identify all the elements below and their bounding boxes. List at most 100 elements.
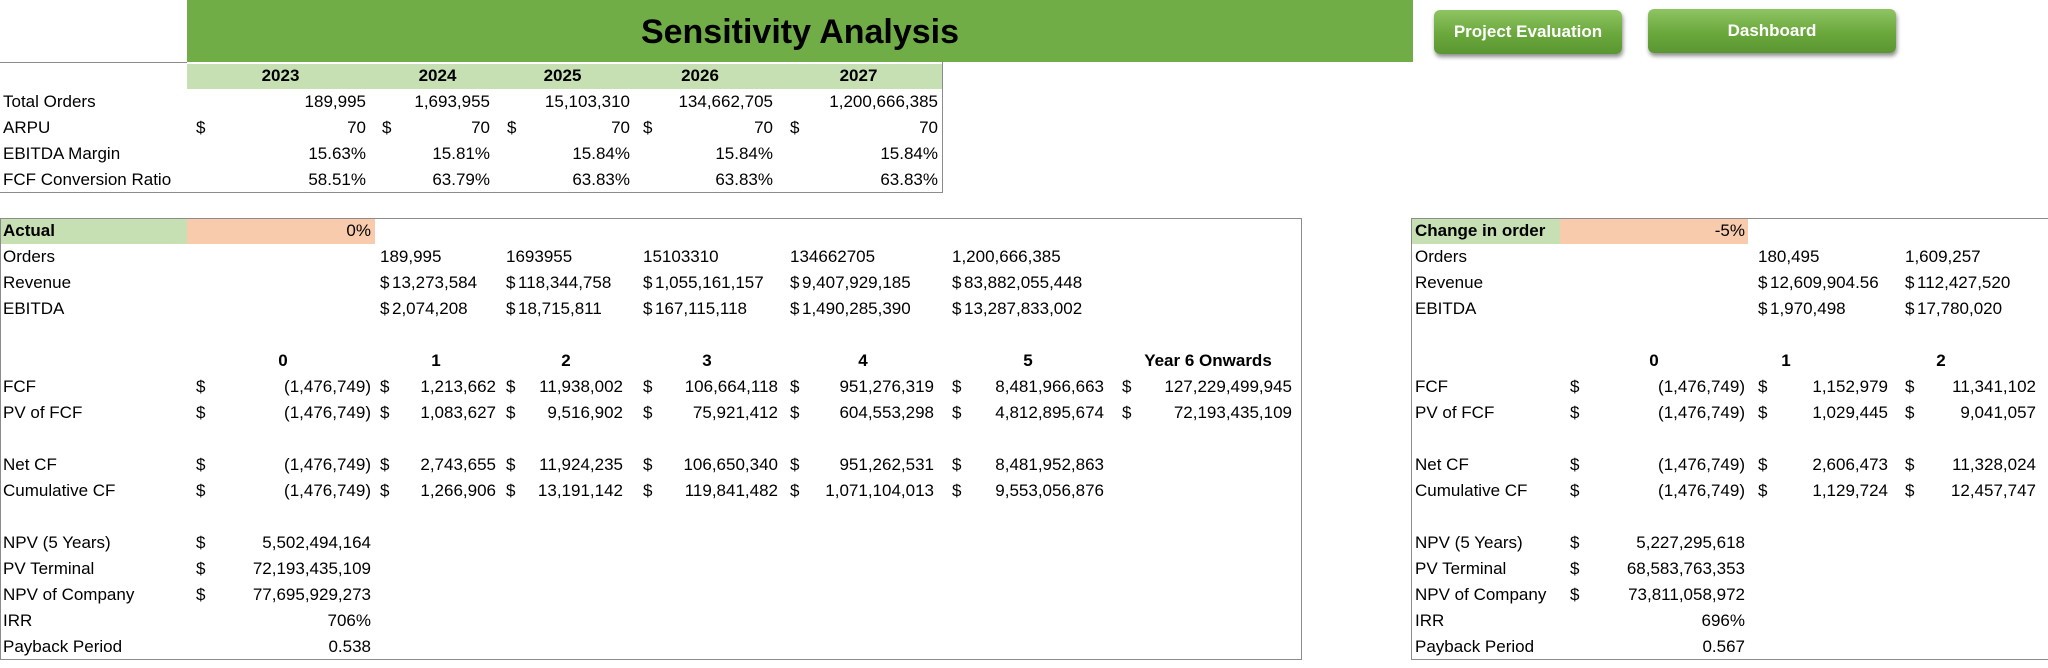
currency-symbol: $ (196, 403, 206, 422)
currency-symbol: $ (643, 377, 653, 396)
row-label: Total Orders (3, 92, 96, 111)
row-label: EBITDA Margin (3, 144, 121, 163)
period-header: 1 (1781, 351, 1791, 370)
fcf-value: 951,276,319 (839, 377, 934, 396)
fcf-label: FCF (3, 377, 37, 396)
scenario-value: -5% (1714, 221, 1745, 240)
ebitda-label: EBITDA (1415, 299, 1477, 318)
currency-symbol: $ (643, 403, 653, 422)
period-header: 1 (431, 351, 441, 370)
fcf-value: 106,664,118 (684, 377, 778, 396)
dashboard-button[interactable]: Dashboard (1648, 9, 1896, 53)
orders-value: 180,495 (1758, 247, 1820, 266)
payback-label: Payback Period (3, 637, 123, 656)
currency-symbol: $ (196, 559, 206, 578)
pv-fcf-value: 1,029,445 (1812, 403, 1888, 422)
row-label: ARPU (3, 118, 51, 137)
npv5-value: 5,502,494,164 (262, 533, 371, 552)
currency-symbol: $ (1122, 403, 1132, 422)
net-cf-value: (1,476,749) (284, 455, 371, 474)
currency-symbol: $ (952, 403, 962, 422)
net-cf-value: 2,743,655 (420, 455, 496, 474)
period-header: 5 (1023, 351, 1033, 370)
currency-symbol: $ (506, 273, 516, 292)
scenario-value: 0% (346, 221, 371, 240)
row-value: 15.84% (572, 144, 630, 163)
orders-value: 134662705 (790, 247, 876, 266)
cum-cf-label: Cumulative CF (1415, 481, 1528, 500)
currency-symbol: $ (380, 299, 390, 318)
npv-company-label: NPV of Company (1415, 585, 1547, 604)
pv-fcf-label: PV of FCF (3, 403, 83, 422)
currency-symbol: $ (1758, 455, 1768, 474)
ebitda-value: 17,780,020 (1917, 299, 2003, 318)
currency-symbol: $ (196, 533, 206, 552)
currency-symbol: $ (506, 377, 516, 396)
currency-symbol: $ (790, 273, 800, 292)
revenue-value: 112,427,520 (1917, 273, 2011, 292)
period-header: 2 (1936, 351, 1946, 370)
currency-symbol: $ (790, 299, 800, 318)
currency-symbol: $ (952, 481, 962, 500)
irr-label: IRR (3, 611, 33, 630)
currency-symbol: $ (1905, 481, 1915, 500)
currency-symbol: $ (1905, 455, 1915, 474)
currency-symbol: $ (1570, 585, 1580, 604)
year-header: 2023 (261, 66, 300, 85)
fcf-value: 11,341,102 (1952, 377, 2036, 396)
revenue-value: 9,407,929,185 (802, 273, 911, 292)
currency-symbol: $ (643, 299, 653, 318)
currency-symbol: $ (1122, 377, 1132, 396)
npv-company-label: NPV of Company (3, 585, 135, 604)
fcf-value: 8,481,966,663 (995, 377, 1104, 396)
change-value-bg (1560, 219, 1748, 244)
pv-fcf-value: 75,921,412 (692, 403, 778, 422)
payback-value: 0.538 (328, 637, 371, 656)
currency-symbol: $ (380, 403, 390, 422)
project-evaluation-button[interactable]: Project Evaluation (1434, 10, 1622, 54)
row-value: 63.83% (715, 170, 773, 189)
ebitda-value: 167,115,118 (655, 299, 748, 318)
currency-symbol: $ (506, 403, 516, 422)
currency-symbol: $ (790, 403, 800, 422)
payback-value: 0.567 (1702, 637, 1745, 656)
currency-symbol: $ (196, 118, 206, 137)
top-table-border (0, 62, 187, 63)
orders-value: 1,609,257 (1905, 247, 1981, 266)
revenue-value: 118,344,758 (518, 273, 612, 292)
currency-symbol: $ (1570, 533, 1580, 552)
irr-value: 706% (327, 611, 371, 630)
net-cf-value: 8,481,952,863 (995, 455, 1104, 474)
actual-label-bg (1, 219, 187, 244)
pv-terminal-value: 72,193,435,109 (252, 559, 371, 578)
payback-label: Payback Period (1415, 637, 1535, 656)
orders-label: Orders (3, 247, 55, 266)
ebitda-label: EBITDA (3, 299, 65, 318)
currency-symbol: $ (790, 455, 800, 474)
currency-symbol: $ (1905, 377, 1915, 396)
net-cf-label: Net CF (3, 455, 57, 474)
irr-value: 696% (1701, 611, 1745, 630)
currency-symbol: $ (643, 481, 653, 500)
currency-symbol: $ (380, 377, 390, 396)
cum-cf-value: 1,129,724 (1812, 481, 1888, 500)
period-header: 0 (1649, 351, 1659, 370)
year-header-row (187, 64, 942, 89)
currency-symbol: $ (952, 455, 962, 474)
fcf-value: (1,476,749) (284, 377, 371, 396)
pv-fcf-value: 604,553,298 (839, 403, 934, 422)
revenue-value: 13,273,584 (392, 273, 478, 292)
orders-label: Orders (1415, 247, 1467, 266)
row-value: 70 (347, 118, 366, 137)
currency-symbol: $ (196, 455, 206, 474)
top-table-border (942, 62, 943, 193)
currency-symbol: $ (643, 273, 653, 292)
fcf-value: 1,152,979 (1812, 377, 1888, 396)
cum-cf-value: 13,191,142 (537, 481, 623, 500)
ebitda-value: 1,970,498 (1770, 299, 1846, 318)
row-value: 15.81% (432, 144, 490, 163)
fcf-label: FCF (1415, 377, 1449, 396)
pv-terminal-label: PV Terminal (1415, 559, 1507, 578)
npv-company-value: 77,695,929,273 (252, 585, 371, 604)
currency-symbol: $ (380, 455, 390, 474)
